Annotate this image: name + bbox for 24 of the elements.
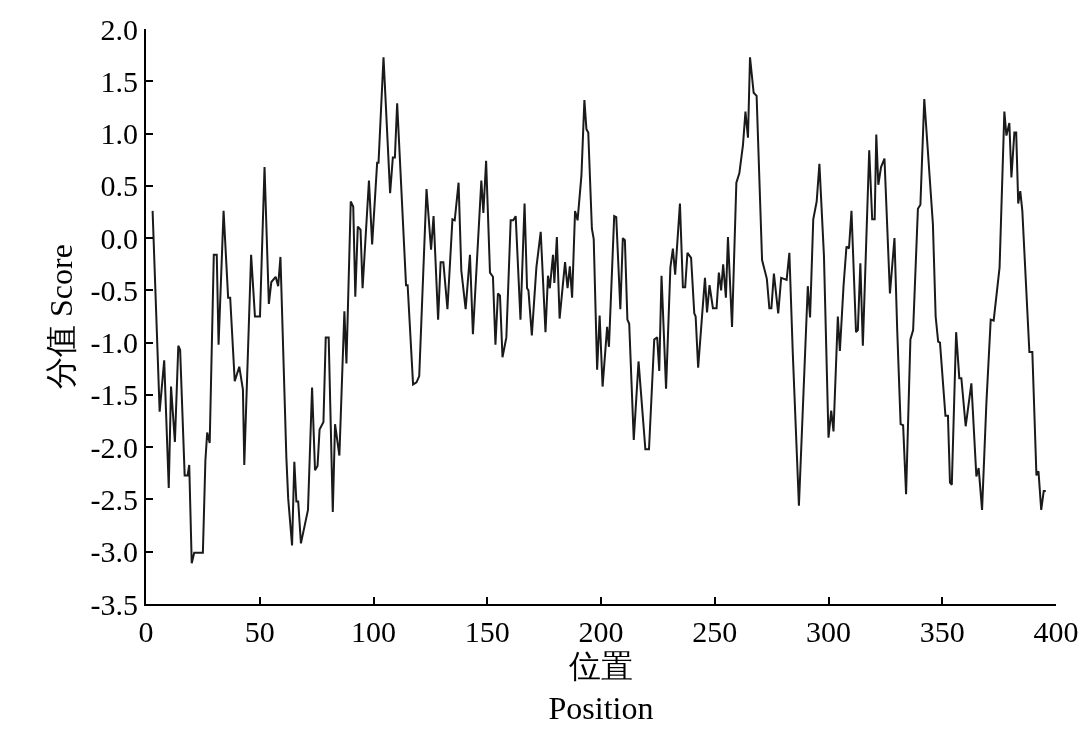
y-axis-title: 分值 Score [43, 244, 80, 389]
x-axis-title: 位置 Position [548, 648, 654, 726]
y-tick-label: -2.5 [90, 482, 138, 516]
y-tick-label: 1.0 [100, 117, 138, 151]
x-tick-label: 250 [692, 615, 738, 648]
x-tick-label: 100 [351, 615, 396, 648]
x-tick-label: 0 [138, 615, 154, 648]
y-tick-label: 2.0 [100, 12, 138, 46]
y-tick-label: -1.0 [90, 326, 138, 360]
y-tick-label: 0.0 [100, 221, 138, 255]
x-tick-label: 150 [464, 615, 510, 648]
y-tick-label: -3.0 [90, 535, 138, 569]
y-tick-label: -2.0 [90, 430, 138, 464]
x-tick-label: 300 [806, 615, 851, 648]
y-tick-label: -0.5 [90, 273, 138, 307]
x-tick-label: 200 [578, 615, 624, 648]
y-tick-label: -1.5 [90, 378, 138, 412]
y-tick-label: 0.5 [100, 169, 138, 203]
y-tick-label: -3.5 [90, 587, 138, 621]
x-tick-label: 350 [919, 615, 965, 648]
x-tick-label: 400 [1033, 615, 1079, 648]
y-tick-label: 1.5 [100, 64, 138, 98]
line-series [151, 56, 1047, 565]
x-tick-label: 50 [244, 615, 275, 648]
